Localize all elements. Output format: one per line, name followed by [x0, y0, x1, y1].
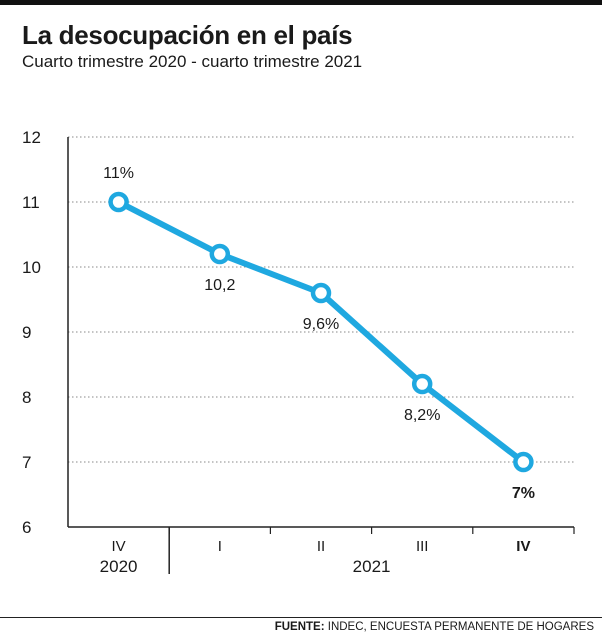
data-label: 7%: [512, 485, 535, 502]
data-point: [108, 191, 129, 213]
top-rule: [0, 0, 602, 5]
source-note: FUENTE: INDEC, ENCUESTA PERMANENTE DE HO…: [275, 621, 594, 633]
chart-subtitle: Cuarto trimestre 2020 - cuarto trimestre…: [22, 52, 363, 71]
data-label: 9,6%: [303, 316, 339, 333]
source-divider: [0, 617, 602, 618]
year-label: 2021: [353, 557, 391, 576]
y-tick-label: 9: [22, 323, 31, 342]
x-tick-label: I: [218, 538, 222, 555]
y-tick-label: 10: [22, 258, 41, 277]
x-tick-label: II: [317, 538, 325, 555]
data-point: [513, 451, 534, 473]
y-tick-label: 8: [22, 388, 31, 407]
x-tick-label: IV: [516, 538, 530, 555]
data-label: 8,2%: [404, 407, 440, 424]
x-tick-label: III: [416, 538, 429, 555]
y-tick-label: 11: [22, 193, 40, 212]
source-label: FUENTE:: [274, 621, 325, 633]
data-point: [310, 282, 332, 304]
year-label: 2020: [100, 557, 138, 576]
data-point: [411, 373, 433, 395]
source-text: INDEC, ENCUESTA PERMANENTE DE HOGARES: [327, 621, 594, 633]
chart-title: La desocupación en el país: [22, 20, 353, 50]
y-tick-label: 7: [22, 453, 31, 472]
data-point: [209, 243, 231, 265]
x-tick-label: IV: [112, 538, 126, 555]
data-label: 10,2: [204, 277, 235, 294]
data-label: 11%: [103, 165, 134, 182]
y-tick-label: 12: [22, 128, 41, 147]
y-tick-label: 6: [22, 518, 31, 537]
